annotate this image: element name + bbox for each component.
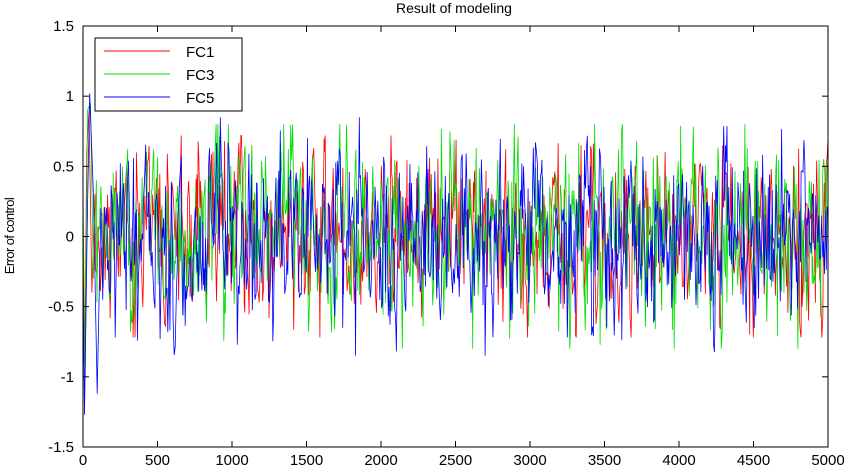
legend-label-fc3: FC3 (186, 67, 214, 84)
x-tick-label: 4500 (737, 452, 770, 467)
x-tick-label: 5000 (811, 452, 844, 467)
x-tick-label: 2500 (439, 452, 472, 467)
y-tick-label: 0 (66, 229, 74, 246)
legend-label-fc1: FC1 (186, 44, 214, 61)
y-tick-label: 1 (66, 88, 74, 105)
legend: FC1 FC3 FC5 (94, 37, 243, 112)
y-tick-label: -1.5 (48, 439, 74, 456)
y-tick-label: -0.5 (48, 299, 74, 316)
y-tick-label: 1.5 (53, 18, 74, 35)
legend-label-fc5: FC5 (186, 90, 214, 107)
x-tick-label: 0 (79, 452, 87, 467)
y-axis-label: Error of control (2, 197, 17, 274)
series-line-fc5 (82, 93, 829, 415)
x-tick-label: 2000 (364, 452, 397, 467)
x-tick-label: 3500 (588, 452, 621, 467)
series-layer (82, 93, 829, 415)
ticks-layer: 0 500 1000 1500 2000 2500 3000 3500 4000 4500 5000… (48, 18, 845, 467)
y-tick-label: -1 (61, 369, 74, 386)
x-tick-label: 3000 (513, 452, 546, 467)
x-tick-label: 1000 (215, 452, 248, 467)
x-tick-label: 4000 (662, 452, 695, 467)
x-tick-label: 500 (145, 452, 170, 467)
chart-title: Result of modeling (396, 0, 512, 16)
y-tick-label: 0.5 (53, 158, 74, 175)
x-tick-label: 1500 (290, 452, 323, 467)
